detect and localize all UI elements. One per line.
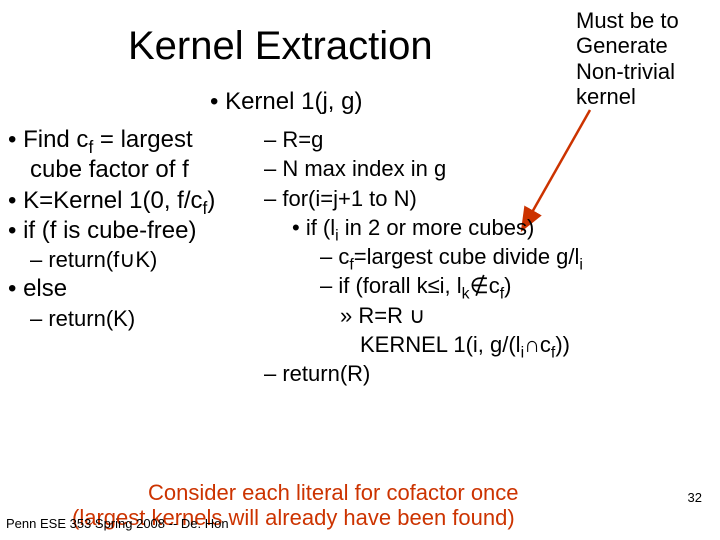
dash-item: KERNEL 1(i, g/(li∩cf)) [360, 331, 704, 358]
dash-item: – N max index in g [264, 155, 704, 182]
left-column: • Find cf = largest cube factor of f • K… [8, 126, 260, 333]
bullet-item: • if (f is cube-free) [8, 217, 260, 245]
annotation-line: Must be to [576, 8, 679, 33]
bullet-subitem: – return(f∪K) [30, 247, 260, 273]
dash-item: – if (forall k≤i, lk∉cf) [320, 272, 704, 299]
bullet-item: • Find cf = largest [8, 126, 260, 154]
bullet-item: • else [8, 275, 260, 303]
slide-title: Kernel Extraction [128, 24, 433, 69]
bullet-item: • K=Kernel 1(0, f/cf) [8, 187, 260, 215]
dash-item: – return(R) [264, 360, 704, 387]
annotation-box: Must be to Generate Non-trivial kernel [576, 8, 679, 109]
annotation-line: Non-trivial [576, 59, 679, 84]
annotation-line: kernel [576, 84, 679, 109]
page-number: 32 [688, 490, 702, 505]
subhead: • Kernel 1(j, g) [210, 88, 362, 116]
bottom-note: Consider each literal for cofactor once … [148, 480, 708, 531]
bottom-note-line: Consider each literal for cofactor once [148, 480, 708, 505]
bullet-item: cube factor of f [30, 156, 260, 184]
annotation-line: Generate [576, 33, 679, 58]
dash-item: – cf=largest cube divide g/li [320, 243, 704, 270]
dash-item: » R=R ∪ [340, 302, 704, 329]
bullet-subitem: – return(K) [30, 306, 260, 332]
dash-item: – R=g [264, 126, 704, 153]
right-column: – R=g – N max index in g – for(i=j+1 to … [264, 126, 704, 389]
footer-text: Penn ESE 353 Spring 2008 -- De. Hon [6, 516, 229, 531]
dash-item: – for(i=j+1 to N) [264, 185, 704, 212]
dash-item: • if (li in 2 or more cubes) [292, 214, 704, 241]
